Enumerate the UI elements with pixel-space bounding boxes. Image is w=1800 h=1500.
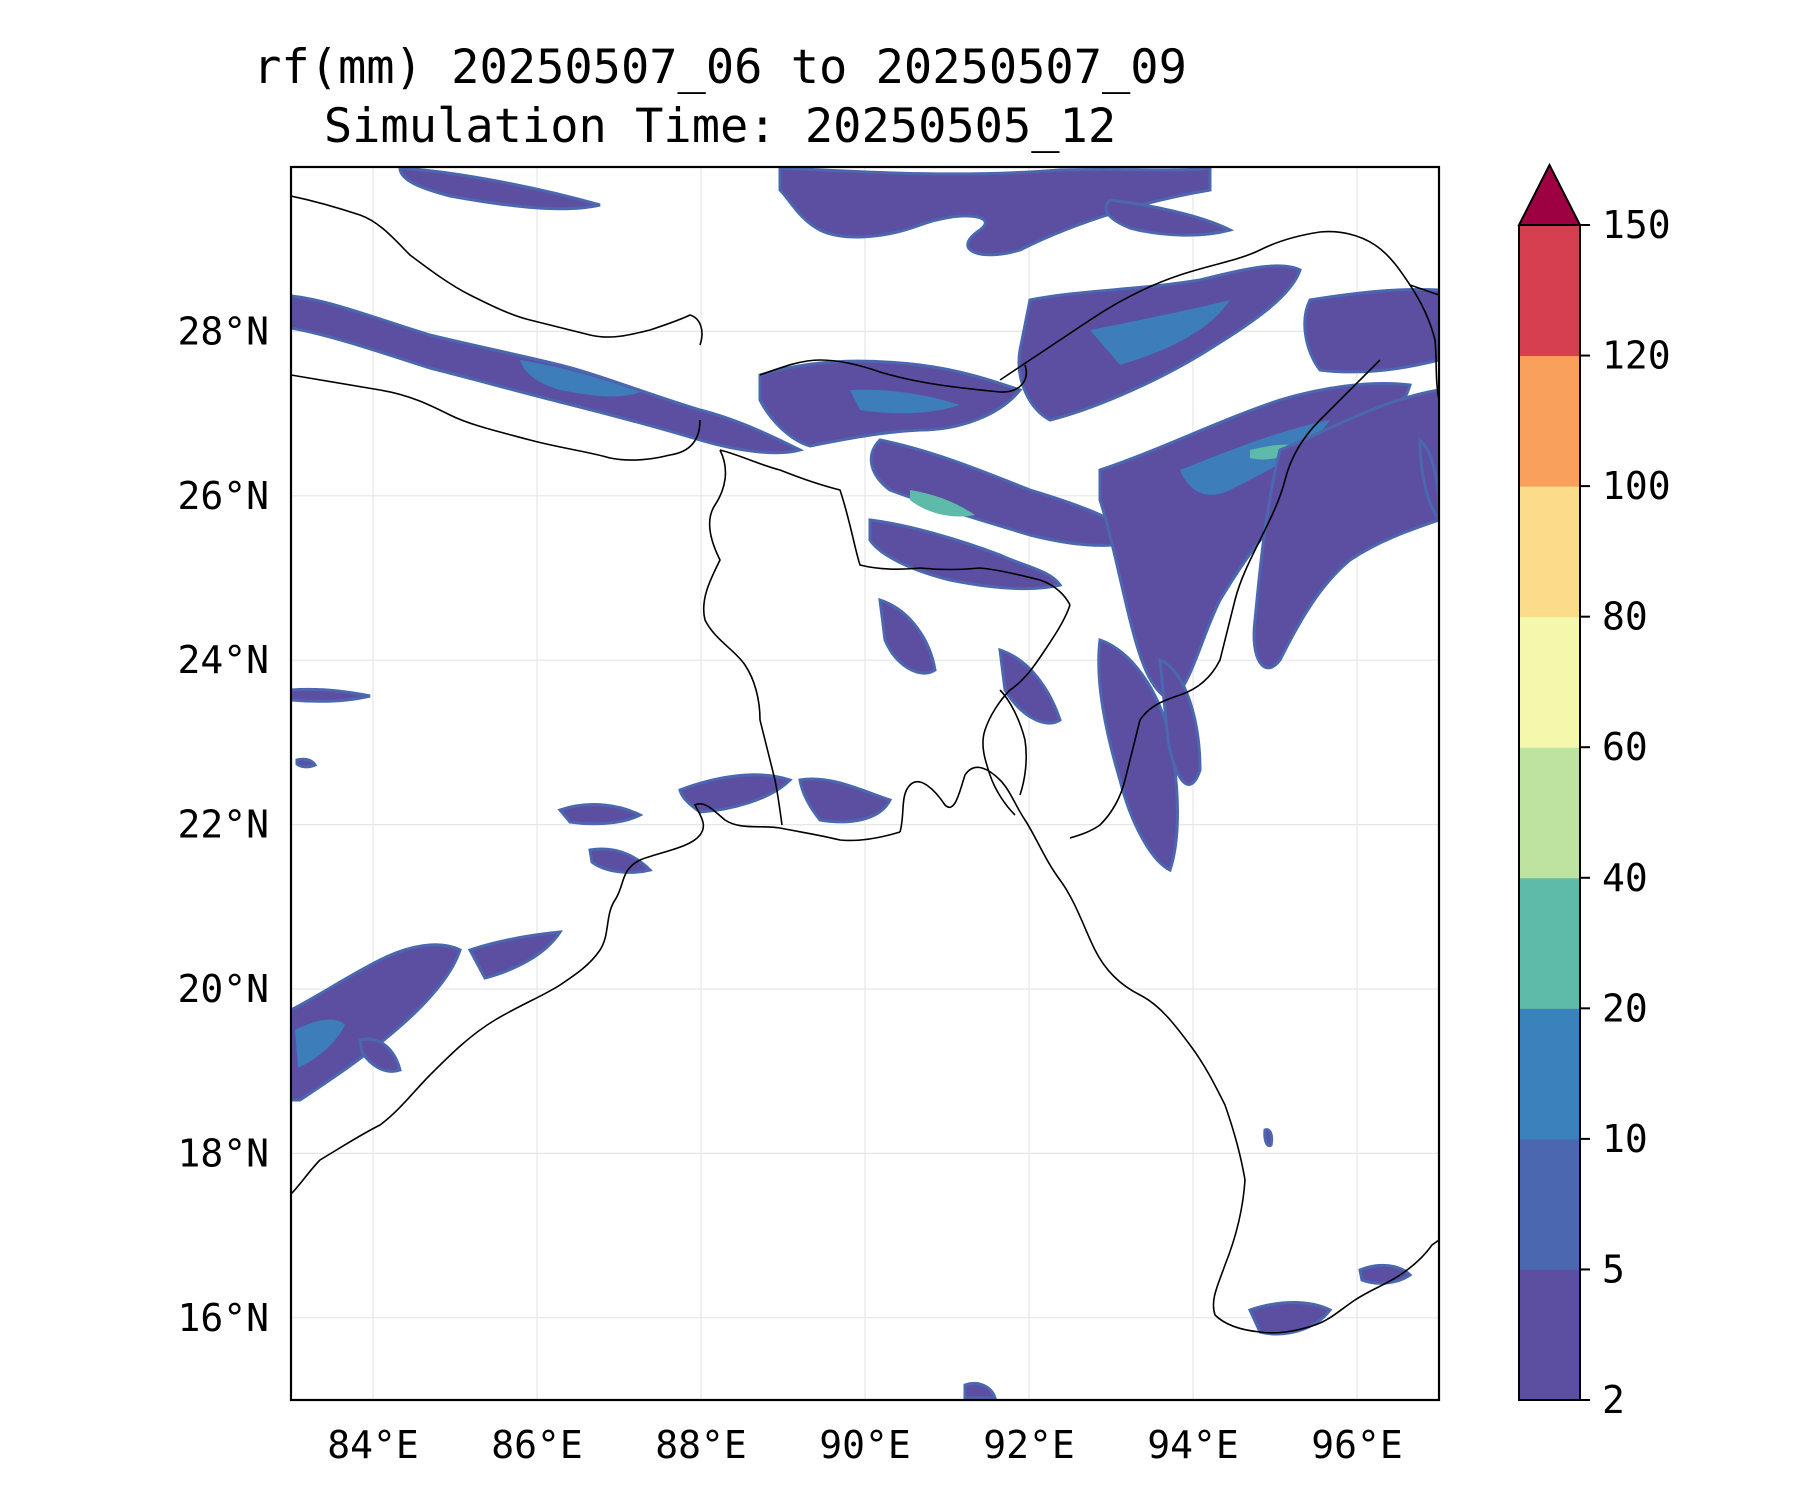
colorbar-segment — [1519, 486, 1580, 618]
border-myanmar-east — [1409, 284, 1439, 401]
rain-patch-bhutan-core — [850, 389, 960, 414]
lon-tick-label: 92°E — [983, 1423, 1075, 1467]
lon-tick-label: 88°E — [655, 1423, 747, 1467]
rain-patch-odisha — [291, 943, 462, 1102]
colorbar-segment — [1519, 1269, 1580, 1401]
lon-tick-label: 96°E — [1311, 1423, 1403, 1467]
coastline-india-east — [291, 803, 901, 1195]
border-bangladesh-east — [982, 604, 1071, 816]
rain-patch-myanmar-coast — [1247, 1301, 1333, 1336]
colorbar: 2 5 10 20 40 60 80 100 120 150 — [1517, 162, 1671, 1422]
colorbar-segment — [1519, 747, 1580, 879]
rain-patch-tripura — [998, 647, 1062, 725]
colorbar-tick-label: 120 — [1602, 334, 1671, 378]
longitude-ticks: 84°E 86°E 88°E 90°E 92°E 94°E 96°E — [327, 1423, 1403, 1467]
colorbar-tick-label: 100 — [1602, 464, 1671, 508]
rain-patch-assam — [869, 438, 1143, 547]
rain-patch-tibet-north2 — [778, 167, 1212, 257]
rain-patch-bay-north2 — [588, 847, 653, 874]
colorbar-tick-label: 60 — [1602, 725, 1648, 769]
rainfall-contours — [291, 167, 1439, 1400]
border-arunachal-north — [999, 230, 1439, 381]
colorbar-extend-triangle — [1517, 162, 1582, 226]
colorbar-segment — [1519, 225, 1580, 357]
lon-tick-label: 90°E — [819, 1423, 911, 1467]
colorbar-tick-label: 20 — [1602, 986, 1648, 1030]
lat-tick-label: 16°N — [177, 1296, 269, 1340]
rain-patch-mizoram — [1097, 637, 1179, 873]
rain-patch-west-stray — [291, 687, 371, 703]
rain-patch-myanmar-coast2 — [1358, 1263, 1413, 1285]
colorbar-tick-label: 150 — [1602, 203, 1671, 247]
rain-patch-sundarbans — [798, 777, 893, 824]
map-gridlines — [291, 167, 1439, 1400]
rain-patch-meghalaya — [868, 518, 1063, 591]
colorbar-tick-label: 40 — [1602, 856, 1648, 900]
lon-tick-label: 86°E — [491, 1423, 583, 1467]
colorbar-tick-label: 5 — [1602, 1247, 1625, 1291]
border-bhutan — [759, 359, 1027, 393]
rain-patch-bay-north — [557, 803, 644, 826]
colorbar-segment — [1519, 1138, 1580, 1270]
colorbar-segment — [1519, 355, 1580, 487]
rain-patch-arunachal-core — [1090, 300, 1230, 365]
border-bangladesh-west — [702, 449, 783, 826]
map-subtitle: Simulation Time: 20250505_12 — [323, 99, 1117, 154]
border-nepal-south — [291, 374, 701, 461]
lat-tick-label: 26°N — [177, 474, 269, 518]
rain-patch-myanmar-east — [1418, 436, 1439, 523]
rain-patch-meghalaya-south — [878, 597, 937, 675]
rain-patch-myanmar-ridge — [1252, 388, 1439, 670]
colorbar-tick-label: 10 — [1602, 1117, 1648, 1161]
rain-patch-andhra — [358, 1037, 402, 1073]
lat-tick-label: 24°N — [177, 638, 269, 682]
rain-patch-odisha-core — [295, 1019, 345, 1068]
map-frame — [289, 165, 1441, 1402]
lon-tick-label: 84°E — [327, 1423, 419, 1467]
rain-patch-assam-core — [910, 490, 975, 517]
colorbar-segment — [1519, 1008, 1580, 1140]
rain-patch-west-stray2 — [295, 757, 318, 769]
colorbar-segment — [1519, 877, 1580, 1009]
latitude-ticks: 16°N 18°N 20°N 22°N 24°N 26°N 28°N — [177, 309, 269, 1339]
lat-tick-label: 18°N — [177, 1131, 269, 1175]
map-title: rf(mm) 20250507_06 to 20250507_09 — [253, 40, 1187, 95]
colorbar-outline — [1518, 225, 1581, 1401]
rain-patch-south-stray — [963, 1382, 998, 1400]
border-myanmar-india — [1069, 359, 1381, 839]
border-bangladesh-north — [719, 449, 1071, 606]
lat-tick-label: 20°N — [177, 967, 269, 1011]
lat-tick-label: 28°N — [177, 309, 269, 353]
border-nepal-north — [291, 195, 703, 346]
rain-patch-tibet-ne — [1104, 198, 1235, 237]
colorbar-segment — [1519, 616, 1580, 748]
rain-patch-nepal-core — [520, 360, 640, 397]
colorbar-tick-label: 2 — [1602, 1378, 1625, 1422]
rain-patch-tibet-north — [398, 167, 601, 211]
rain-patch-bengal-coast — [678, 773, 793, 814]
rain-patch-odisha-east — [467, 930, 563, 980]
rain-patch-chin — [1158, 657, 1202, 786]
coastlines-and-borders — [291, 195, 1439, 1334]
rain-patch-east-himalaya — [1303, 287, 1439, 374]
rain-patch-arakan-stray — [1263, 1128, 1274, 1148]
colorbar-tick-label: 80 — [1602, 595, 1648, 639]
border-tripura — [999, 689, 1027, 796]
lat-tick-label: 22°N — [177, 803, 269, 847]
coastline-bangladesh — [899, 766, 1439, 1334]
lon-tick-label: 94°E — [1147, 1423, 1239, 1467]
